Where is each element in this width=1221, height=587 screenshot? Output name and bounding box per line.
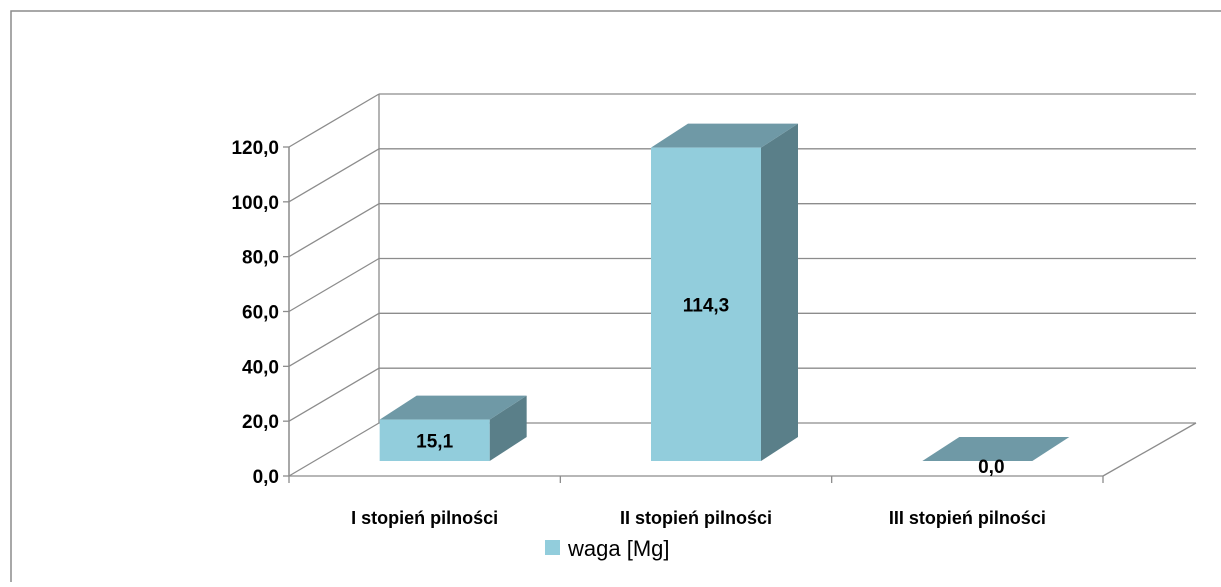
axes: 0,0 20,0 40,0 60,0 80,0 100,0 120,0 I stopień p… [231, 138, 1104, 528]
bars [379, 123, 1070, 461]
bar-front-face [379, 419, 490, 461]
side-gridline [288, 203, 380, 258]
data-label: 0,0 [978, 457, 1004, 478]
y-tick-label: 0,0 [253, 467, 279, 488]
floor-right-edge [1102, 422, 1197, 477]
data-label: 114,3 [683, 295, 730, 316]
bar-top-face [922, 437, 1070, 461]
y-tick-label: 60,0 [242, 303, 279, 324]
bar-front-face [651, 147, 761, 461]
side-gridline [288, 367, 380, 422]
y-tick-label: 120,0 [231, 138, 279, 159]
labels: 15,1 114,3 0,0 [416, 295, 1004, 478]
y-tick-label: 100,0 [231, 193, 279, 214]
bar-top-face [379, 395, 527, 420]
side-gridline [288, 257, 380, 313]
legend-swatch [545, 540, 560, 555]
y-tick-label: 40,0 [242, 357, 279, 378]
data-label: 15,1 [416, 431, 453, 452]
bar-side-face [761, 123, 798, 461]
x-tick-label: III stopień pilności [889, 508, 1046, 528]
y-tick-label: 80,0 [242, 248, 279, 269]
side-gridline [288, 148, 380, 203]
y-tick-label: 20,0 [242, 412, 279, 433]
side-gridline [288, 422, 380, 477]
chart-border [10, 10, 1221, 587]
x-tick-label: I stopień pilności [351, 508, 498, 528]
x-tick-label: II stopień pilności [620, 508, 772, 528]
legend-label: waga [Mg] [567, 536, 670, 561]
legend: waga [Mg] [545, 536, 670, 561]
bar-top-face [651, 123, 798, 148]
side-gridline [288, 312, 380, 367]
side-gridline [288, 93, 380, 148]
bar-side-face [489, 395, 527, 461]
